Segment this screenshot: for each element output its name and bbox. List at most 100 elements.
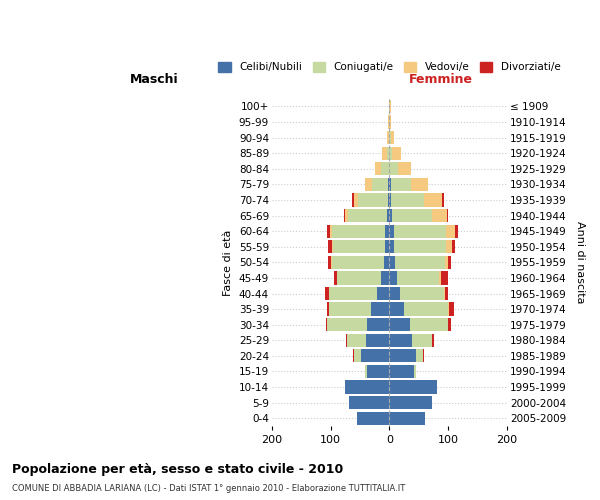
- Bar: [439, 272, 440, 284]
- Bar: [389, 240, 394, 254]
- Text: Popolazione per età, sesso e stato civile - 2010: Popolazione per età, sesso e stato civil…: [12, 462, 343, 475]
- Bar: [365, 178, 372, 191]
- Bar: [445, 256, 448, 269]
- Bar: [367, 365, 389, 378]
- Bar: [391, 178, 411, 191]
- Bar: [411, 178, 428, 191]
- Bar: [389, 272, 397, 284]
- Bar: [347, 334, 366, 347]
- Bar: [433, 209, 447, 222]
- Bar: [376, 162, 381, 175]
- Bar: [389, 302, 404, 316]
- Bar: [423, 349, 424, 362]
- Bar: [327, 318, 367, 332]
- Bar: [388, 116, 389, 128]
- Bar: [389, 396, 432, 409]
- Bar: [397, 272, 439, 284]
- Bar: [372, 178, 388, 191]
- Bar: [389, 256, 395, 269]
- Bar: [334, 272, 337, 284]
- Bar: [331, 256, 332, 269]
- Bar: [349, 396, 389, 409]
- Bar: [433, 334, 434, 347]
- Bar: [389, 131, 391, 144]
- Bar: [400, 287, 444, 300]
- Bar: [328, 256, 331, 269]
- Bar: [332, 240, 333, 254]
- Bar: [387, 131, 389, 144]
- Bar: [357, 412, 389, 425]
- Bar: [404, 302, 448, 316]
- Bar: [389, 162, 398, 175]
- Bar: [354, 349, 361, 362]
- Bar: [391, 131, 394, 144]
- Bar: [442, 194, 443, 206]
- Bar: [446, 240, 452, 254]
- Bar: [444, 287, 445, 300]
- Bar: [353, 349, 354, 362]
- Bar: [389, 224, 394, 238]
- Bar: [395, 256, 445, 269]
- Bar: [337, 272, 381, 284]
- Text: Femmine: Femmine: [409, 72, 473, 86]
- Bar: [333, 240, 385, 254]
- Bar: [389, 178, 391, 191]
- Bar: [361, 349, 389, 362]
- Bar: [344, 209, 346, 222]
- Text: COMUNE DI ABBADIA LARIANA (LC) - Dati ISTAT 1° gennaio 2010 - Elaborazione TUTTI: COMUNE DI ABBADIA LARIANA (LC) - Dati IS…: [12, 484, 405, 493]
- Y-axis label: Fasce di età: Fasce di età: [223, 229, 233, 296]
- Bar: [455, 224, 458, 238]
- Bar: [352, 194, 353, 206]
- Bar: [394, 224, 446, 238]
- Bar: [410, 318, 448, 332]
- Bar: [381, 272, 389, 284]
- Bar: [371, 302, 389, 316]
- Bar: [367, 318, 389, 332]
- Bar: [381, 162, 389, 175]
- Bar: [445, 287, 448, 300]
- Bar: [412, 334, 433, 347]
- Bar: [329, 302, 371, 316]
- Bar: [332, 224, 385, 238]
- Legend: Celibi/Nubili, Coniugati/e, Vedovi/e, Divorziati/e: Celibi/Nubili, Coniugati/e, Vedovi/e, Di…: [214, 58, 565, 76]
- Bar: [389, 146, 392, 160]
- Bar: [424, 194, 442, 206]
- Bar: [382, 146, 386, 160]
- Bar: [388, 194, 389, 206]
- Bar: [388, 178, 389, 191]
- Bar: [449, 302, 454, 316]
- Bar: [446, 224, 455, 238]
- Bar: [389, 116, 391, 128]
- Bar: [389, 318, 410, 332]
- Bar: [389, 349, 416, 362]
- Bar: [389, 412, 425, 425]
- Bar: [353, 194, 358, 206]
- Bar: [358, 194, 388, 206]
- Bar: [389, 334, 412, 347]
- Bar: [346, 209, 348, 222]
- Bar: [414, 365, 416, 378]
- Bar: [389, 380, 437, 394]
- Bar: [326, 318, 327, 332]
- Text: Maschi: Maschi: [130, 72, 178, 86]
- Bar: [416, 349, 423, 362]
- Bar: [365, 365, 367, 378]
- Bar: [332, 256, 384, 269]
- Bar: [448, 256, 451, 269]
- Bar: [346, 334, 347, 347]
- Bar: [448, 318, 451, 332]
- Bar: [385, 240, 389, 254]
- Y-axis label: Anni di nascita: Anni di nascita: [575, 221, 585, 304]
- Bar: [398, 162, 411, 175]
- Bar: [377, 287, 389, 300]
- Bar: [327, 224, 330, 238]
- Bar: [389, 287, 400, 300]
- Bar: [389, 100, 391, 113]
- Bar: [346, 380, 389, 394]
- Bar: [348, 209, 386, 222]
- Bar: [452, 240, 455, 254]
- Bar: [447, 209, 448, 222]
- Bar: [385, 224, 389, 238]
- Bar: [389, 209, 392, 222]
- Bar: [391, 194, 424, 206]
